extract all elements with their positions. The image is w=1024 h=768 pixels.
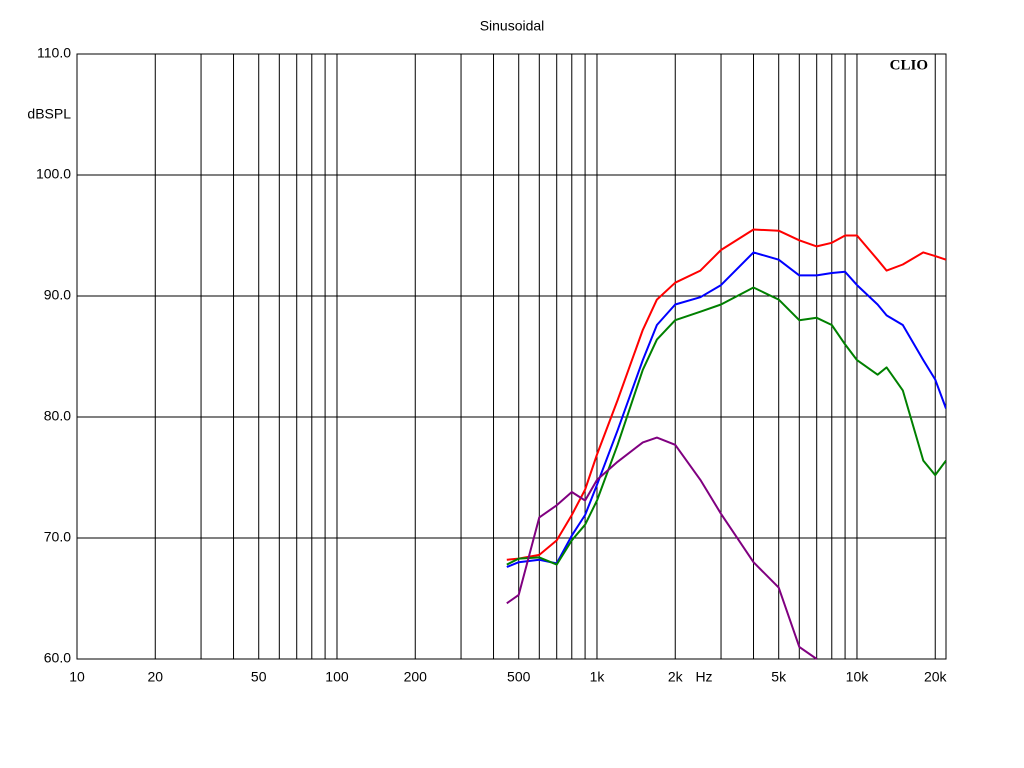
x-tick-label: 100 [325, 669, 349, 685]
y-tick-label: 100.0 [36, 166, 71, 182]
x-tick-label: 1k [590, 669, 606, 685]
series-line [506, 286, 946, 566]
y-tick-label: 70.0 [44, 529, 71, 545]
x-tick-label: 20 [147, 669, 163, 685]
x-tick-label: 10 [69, 669, 85, 685]
x-tick-label: 10k [846, 669, 870, 685]
y-tick-label: 90.0 [44, 287, 71, 303]
x-tick-label: 5k [771, 669, 787, 685]
series-line [506, 251, 946, 568]
x-tick-label: 20k [924, 669, 948, 685]
x-tick-label: 2k [668, 669, 684, 685]
x-tick-label: 50 [251, 669, 267, 685]
y-tick-label: 110.0 [37, 45, 71, 61]
x-tick-label: 200 [404, 669, 428, 685]
series-line [506, 228, 946, 561]
x-tick-label: 500 [507, 669, 531, 685]
plot-area [76, 53, 947, 660]
series-line [506, 436, 818, 660]
y-tick-label: 60.0 [44, 650, 71, 666]
y-axis-label: dBSPL [27, 106, 71, 122]
x-unit-label: Hz [695, 669, 712, 685]
plot-frame [76, 53, 947, 660]
chart-title: Sinusoidal [480, 18, 545, 34]
brand-label: CLIO [890, 57, 928, 73]
y-tick-label: 80.0 [44, 408, 71, 424]
